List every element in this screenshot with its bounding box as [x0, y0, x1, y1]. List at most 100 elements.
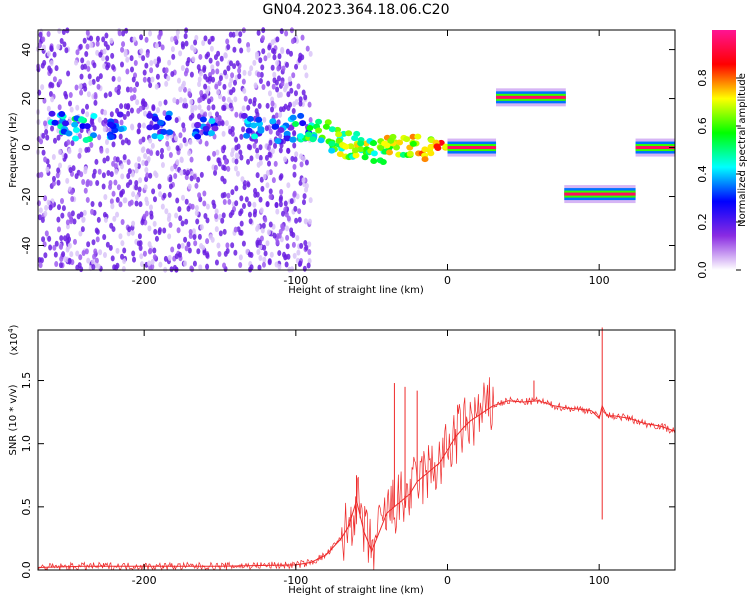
noise-point — [208, 57, 213, 64]
noise-point — [184, 67, 189, 74]
noise-point — [293, 205, 298, 212]
noise-point — [89, 142, 94, 149]
noise-point — [81, 217, 86, 224]
noise-point — [238, 31, 243, 38]
noise-point — [257, 239, 262, 246]
noise-point — [205, 217, 210, 224]
noise-point — [268, 128, 273, 135]
noise-point — [172, 97, 177, 104]
noise-point — [246, 46, 251, 53]
noise-point — [134, 200, 139, 207]
noise-point — [41, 44, 46, 51]
noise-point — [54, 261, 59, 268]
noise-point — [276, 75, 281, 82]
noise-point — [84, 50, 89, 57]
noise-point — [255, 111, 260, 118]
noise-point — [155, 150, 160, 157]
noise-point — [109, 171, 114, 178]
noise-point — [132, 86, 137, 93]
noise-point — [130, 229, 135, 236]
ridge-point — [107, 121, 115, 128]
noise-point — [56, 167, 61, 174]
noise-point — [85, 181, 90, 188]
noise-point — [103, 40, 108, 47]
noise-point — [163, 99, 168, 106]
snr-multiplier: (x104) — [7, 324, 20, 355]
noise-point — [183, 236, 188, 243]
noise-point — [148, 204, 153, 211]
noise-point — [253, 82, 258, 89]
noise-point — [62, 41, 67, 48]
ridge-point — [421, 146, 429, 153]
noise-point — [246, 104, 251, 111]
noise-point — [120, 253, 125, 260]
colorbar-ticks: 0.0 0.2 0.4 0.6 0.8 — [696, 69, 741, 279]
noise-point — [214, 208, 219, 215]
noise-point — [274, 261, 279, 268]
noise-point — [167, 191, 172, 198]
noise-point — [37, 214, 42, 221]
noise-point — [291, 108, 296, 115]
noise-point — [234, 30, 239, 37]
noise-point — [259, 71, 264, 78]
noise-point — [78, 83, 83, 90]
noise-point — [258, 57, 263, 64]
noise-point — [274, 79, 279, 86]
ridge-point — [328, 126, 336, 133]
noise-point — [294, 217, 299, 224]
noise-point — [220, 175, 225, 182]
noise-point — [79, 171, 84, 178]
noise-point — [210, 35, 215, 42]
noise-point — [230, 72, 235, 79]
noise-point — [307, 101, 312, 108]
noise-point — [278, 201, 283, 208]
noise-point — [308, 197, 313, 204]
noise-point — [262, 244, 267, 251]
noise-point — [78, 43, 83, 50]
noise-point — [223, 52, 228, 59]
ridge-point — [328, 140, 336, 147]
y-tick-label: 0.0 — [20, 561, 33, 579]
noise-point — [269, 251, 274, 258]
noise-point — [272, 232, 277, 239]
noise-point — [113, 179, 118, 186]
noise-point — [199, 109, 204, 116]
noise-point — [67, 242, 72, 249]
noise-point — [135, 99, 140, 106]
noise-point — [49, 45, 54, 52]
noise-point — [115, 262, 120, 269]
noise-point — [295, 193, 300, 200]
noise-point — [284, 225, 289, 232]
noise-point — [127, 226, 132, 233]
noise-point — [291, 72, 296, 79]
noise-point — [105, 55, 110, 62]
noise-point — [234, 144, 239, 151]
noise-point — [265, 240, 270, 247]
noise-point — [263, 216, 268, 223]
noise-point — [190, 107, 195, 114]
noise-point — [59, 235, 64, 242]
noise-point — [46, 199, 51, 206]
noise-point — [192, 173, 197, 180]
noise-point — [126, 110, 131, 117]
noise-point — [237, 37, 242, 44]
noise-point — [100, 55, 105, 62]
ridge-point — [386, 149, 394, 156]
noise-point — [137, 186, 142, 193]
noise-point — [252, 201, 257, 208]
noise-point — [298, 100, 303, 107]
noise-point — [89, 35, 94, 42]
noise-point — [41, 36, 46, 43]
noise-point — [98, 51, 103, 58]
noise-point — [292, 163, 297, 170]
spectrogram-y-ticks: 40 20 0 -20 -40 — [20, 43, 675, 254]
noise-point — [256, 161, 261, 168]
ridge-point — [83, 123, 91, 130]
noise-point — [148, 172, 153, 179]
noise-point — [302, 265, 307, 272]
ridge-point — [357, 140, 365, 147]
noise-point — [120, 218, 125, 225]
noise-point — [247, 201, 252, 208]
noise-point — [134, 194, 139, 201]
noise-point — [59, 197, 64, 204]
